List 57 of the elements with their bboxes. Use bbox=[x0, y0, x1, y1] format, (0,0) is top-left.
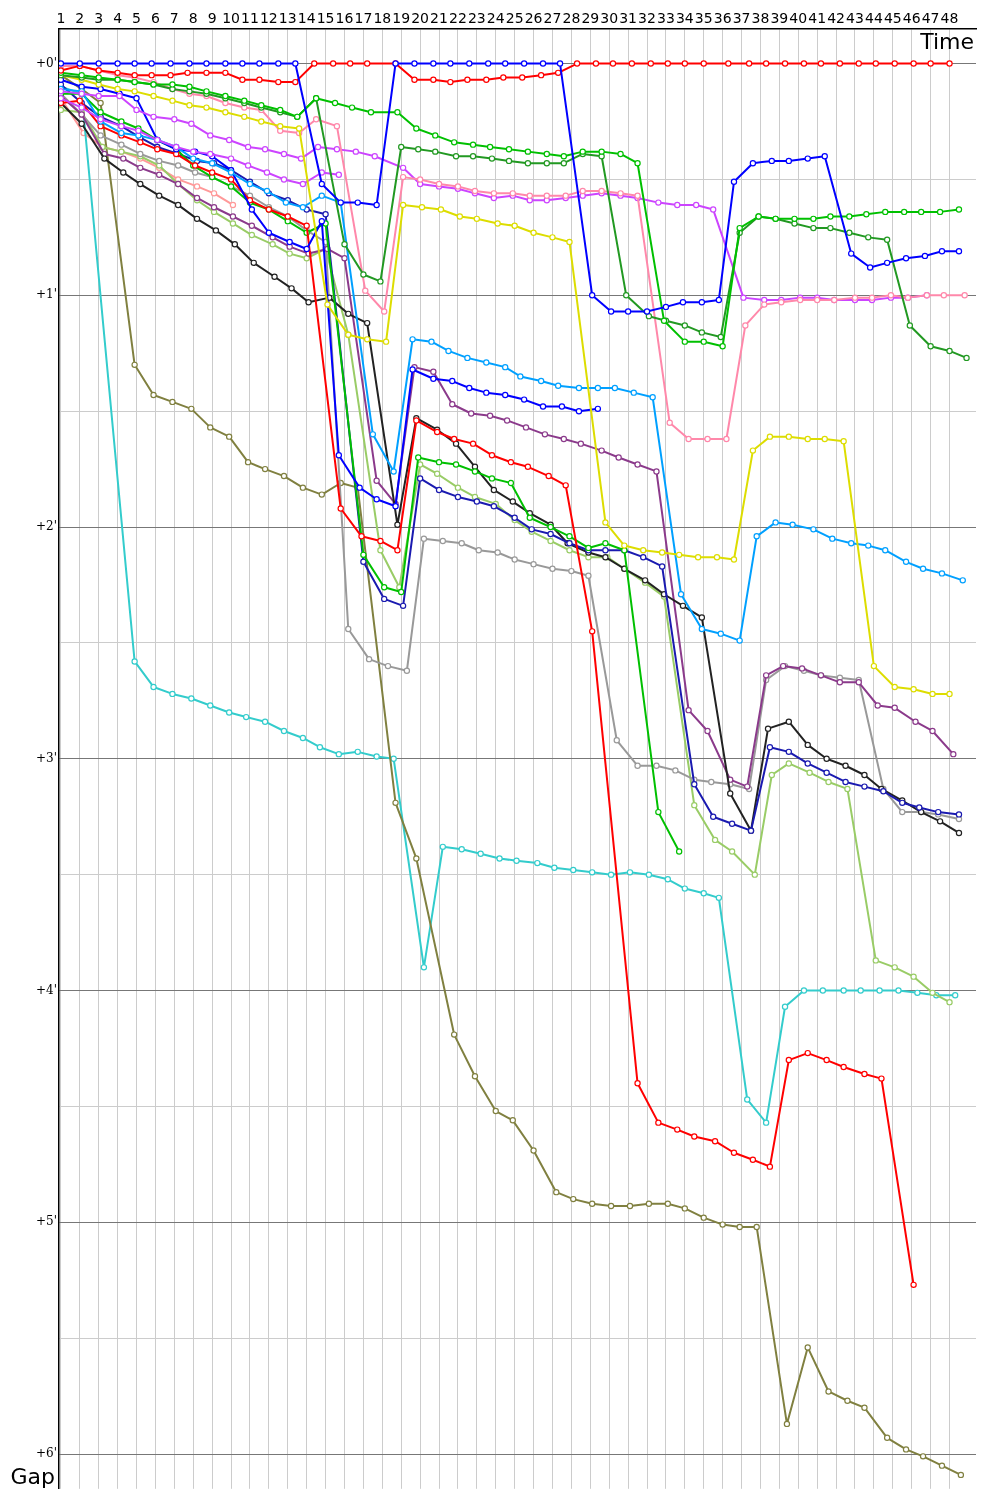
x-tick-label: 1 bbox=[56, 10, 66, 27]
x-tick-label: 15 bbox=[316, 10, 335, 27]
x-tick-label: 13 bbox=[278, 10, 297, 27]
x-tick-label: 10 bbox=[222, 10, 240, 27]
x-tick-label: 6 bbox=[150, 10, 160, 27]
y-tick-label: +4' bbox=[35, 982, 57, 997]
x-tick-label: 36 bbox=[713, 10, 732, 27]
x-tick-label: 40 bbox=[789, 10, 808, 27]
x-tick-label: 7 bbox=[169, 10, 179, 27]
x-tick-label: 3 bbox=[94, 10, 104, 27]
y-tick-label: +1' bbox=[35, 287, 57, 302]
x-tick-label: 19 bbox=[392, 10, 411, 27]
x-tick-label: 22 bbox=[449, 10, 467, 27]
x-tick-label: 4 bbox=[113, 10, 123, 27]
x-tick-label: 44 bbox=[864, 10, 883, 27]
y-tick-label: +2' bbox=[35, 519, 57, 534]
x-tick-label: 21 bbox=[430, 10, 448, 27]
x-tick-label: 14 bbox=[297, 10, 316, 27]
x-tick-label: 24 bbox=[486, 10, 505, 27]
y-tick-label: +5' bbox=[35, 1214, 57, 1229]
x-tick-label: 20 bbox=[411, 10, 430, 27]
x-tick-label: 34 bbox=[675, 10, 694, 27]
x-tick-label: 31 bbox=[619, 10, 638, 27]
x-tick-label: 27 bbox=[543, 10, 562, 27]
x-tick-label: 33 bbox=[657, 10, 675, 27]
x-tick-label: 26 bbox=[524, 10, 543, 27]
x-tick-label: 17 bbox=[354, 10, 373, 27]
x-tick-label: 43 bbox=[846, 10, 864, 27]
x-tick-label: 25 bbox=[505, 10, 524, 27]
x-tick-label: 30 bbox=[600, 10, 619, 27]
x-tick-label: 46 bbox=[902, 10, 921, 27]
x-tick-label: 5 bbox=[132, 10, 141, 27]
x-axis-title: Time bbox=[919, 28, 974, 54]
y-tick-label: +0' bbox=[35, 55, 57, 70]
x-tick-label: 39 bbox=[770, 10, 789, 27]
x-tick-label: 47 bbox=[921, 10, 940, 27]
x-tick-label: 2 bbox=[75, 10, 85, 27]
x-tick-label: 41 bbox=[808, 10, 827, 27]
x-tick-label: 29 bbox=[581, 10, 600, 27]
y-tick-label: +6' bbox=[35, 1446, 57, 1461]
x-tick-label: 48 bbox=[940, 10, 959, 27]
x-tick-label: 32 bbox=[638, 10, 656, 27]
x-tick-label: 18 bbox=[373, 10, 392, 27]
x-tick-label: 28 bbox=[562, 10, 581, 27]
x-tick-label: 8 bbox=[188, 10, 198, 27]
x-tick-label: 9 bbox=[207, 10, 217, 27]
x-tick-label: 42 bbox=[827, 10, 845, 27]
x-tick-label: 11 bbox=[241, 10, 259, 27]
y-axis-title: Gap bbox=[10, 1463, 55, 1489]
x-tick-label: 37 bbox=[732, 10, 751, 27]
y-tick-label: +3' bbox=[35, 750, 57, 765]
x-tick-label: 12 bbox=[259, 10, 278, 27]
x-tick-label: 38 bbox=[751, 10, 770, 27]
x-tick-label: 16 bbox=[335, 10, 354, 27]
x-tick-label: 23 bbox=[467, 10, 486, 27]
x-tick-label: 35 bbox=[694, 10, 713, 27]
x-tick-label: 45 bbox=[883, 10, 902, 27]
